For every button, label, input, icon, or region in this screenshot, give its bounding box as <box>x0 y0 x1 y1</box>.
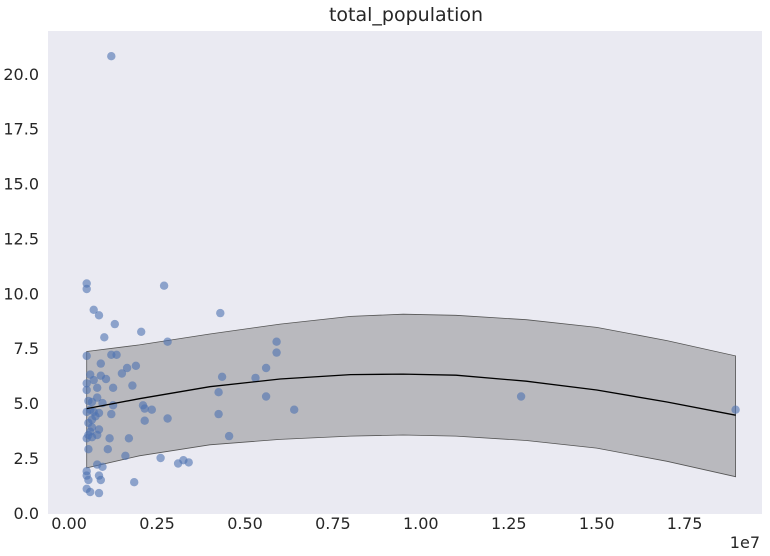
x-tick-label: 1.50 <box>579 514 615 533</box>
scatter-point <box>93 383 102 392</box>
scatter-point <box>122 363 132 373</box>
scatter-point <box>131 361 141 370</box>
scatter-point <box>84 445 93 454</box>
x-tick-label: 1.00 <box>403 514 439 533</box>
y-tick-label: 17.5 <box>3 120 39 139</box>
y-tick-label: 15.0 <box>3 175 39 194</box>
scatter-point <box>163 414 172 423</box>
scatter-point <box>82 351 91 361</box>
x-axis-offset-label: 1e7 <box>730 533 760 552</box>
y-tick-label: 5.0 <box>14 394 39 413</box>
scatter-point <box>290 405 299 414</box>
scatter-point <box>108 401 118 410</box>
scatter-point <box>110 319 120 329</box>
fit-line <box>86 373 736 416</box>
scatter-point <box>184 458 193 467</box>
scatter-point <box>100 333 109 342</box>
scatter-point <box>107 52 116 61</box>
scatter-point <box>87 397 97 407</box>
scatter-point <box>101 374 111 384</box>
scatter-point <box>121 451 130 460</box>
scatter-points-layer <box>82 52 740 498</box>
x-tick-label: 0.00 <box>51 514 87 533</box>
scatter-point <box>96 359 106 368</box>
scatter-point <box>84 475 93 485</box>
scatter-point <box>98 462 107 471</box>
y-tick-label: 0.0 <box>14 504 39 523</box>
scatter-point <box>112 350 121 359</box>
scatter-point <box>82 284 91 294</box>
scatter-point <box>96 475 106 485</box>
scatter-point <box>105 434 114 443</box>
scatter-point <box>124 434 134 443</box>
fit-line-layer <box>86 373 736 416</box>
y-axis: 0.0 2.5 5.0 7.5 10.0 12.5 15.0 17.5 20.0 <box>3 65 39 523</box>
x-tick-label: 1.25 <box>491 514 527 533</box>
plot-background <box>48 31 762 514</box>
scatter-point <box>108 383 118 392</box>
y-tick-label: 2.5 <box>14 449 39 468</box>
scatter-point <box>163 337 172 346</box>
scatter-point <box>103 445 113 454</box>
scatter-point <box>86 487 95 497</box>
scatter-point <box>89 375 98 385</box>
scatter-point <box>117 369 127 378</box>
scatter-point <box>251 373 260 383</box>
scatter-point <box>130 478 139 487</box>
scatter-point <box>173 459 183 468</box>
y-tick-label: 20.0 <box>3 65 39 84</box>
scatter-point <box>159 281 169 290</box>
scatter-point <box>224 431 234 441</box>
scatter-point <box>94 311 104 320</box>
x-tick-label: 0.50 <box>227 514 263 533</box>
scatter-point <box>156 453 165 463</box>
scatter-point <box>731 405 740 414</box>
scatter-point <box>87 433 97 442</box>
x-tick-label: 0.75 <box>315 514 351 533</box>
scatter-point <box>214 388 223 397</box>
scatter-point <box>272 337 281 346</box>
y-tick-label: 10.0 <box>3 284 39 303</box>
scatter-point <box>261 392 271 401</box>
x-tick-label: 0.25 <box>139 514 175 533</box>
x-axis: 0.00 0.25 0.50 0.75 1.00 1.25 1.50 1.75 <box>51 514 702 533</box>
scatter-point <box>82 379 91 388</box>
scatter-point <box>217 372 227 381</box>
scatter-point <box>107 409 116 419</box>
scatter-point <box>140 404 149 413</box>
scatter-point <box>516 392 526 401</box>
scatter-point <box>147 405 156 414</box>
scatter-point <box>137 327 146 336</box>
scatter-point <box>140 416 149 425</box>
y-tick-label: 7.5 <box>14 339 39 358</box>
scatter-point <box>82 385 91 395</box>
scatter-point <box>214 409 223 419</box>
scatter-point <box>261 363 271 373</box>
scatter-point <box>89 305 98 314</box>
confidence-band-layer <box>86 313 736 478</box>
y-tick-label: 12.5 <box>3 230 39 249</box>
scatter-point <box>82 407 91 417</box>
scatter-point <box>216 308 225 318</box>
chart-title: total_population <box>329 4 483 26</box>
x-tick-label: 1.75 <box>667 514 703 533</box>
scatter-point <box>272 348 281 357</box>
scatter-point <box>94 488 104 498</box>
confidence-band <box>86 313 736 478</box>
scatter-point <box>128 381 137 390</box>
